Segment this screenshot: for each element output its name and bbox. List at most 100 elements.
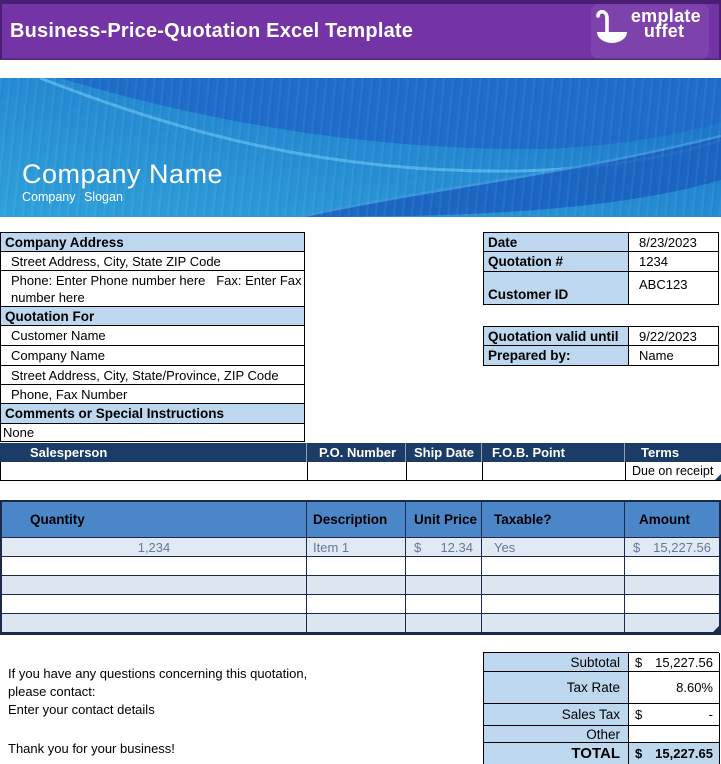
empty-cell[interactable]: [2, 595, 307, 613]
banner-texture: [0, 78, 721, 217]
salesperson-table: Salesperson P.O. Number Ship Date F.O.B.…: [0, 443, 721, 481]
other-cell[interactable]: [629, 726, 720, 743]
company-slogan: Company Slogan: [22, 190, 123, 204]
terms-value: Due on receipt: [632, 464, 714, 478]
empty-cell[interactable]: [307, 595, 406, 613]
customer-address-cell[interactable]: Street Address, City, State/Province, ZI…: [1, 366, 305, 385]
po-number-cell[interactable]: [308, 462, 407, 481]
item-quantity-cell[interactable]: 1,234: [2, 538, 307, 556]
company-info-table: Company Address Street Address, City, St…: [0, 232, 305, 442]
empty-cell[interactable]: [482, 576, 625, 594]
valid-until-cell[interactable]: 9/22/2023: [629, 327, 719, 346]
tax-rate-cell[interactable]: 8.60%: [629, 672, 720, 704]
salesperson-header: Salesperson: [0, 443, 307, 462]
sales-tax-label: Sales Tax: [484, 704, 629, 726]
total-label: TOTAL: [484, 743, 629, 764]
empty-cell[interactable]: [625, 576, 719, 594]
subtotal-cell: $ 15,227.56: [629, 653, 720, 672]
subtotal-label: Subtotal: [484, 653, 629, 672]
description-header: Description: [307, 502, 406, 537]
sales-tax-value: -: [708, 707, 713, 722]
empty-cell[interactable]: [307, 557, 406, 575]
footer-line-3: Enter your contact details: [8, 702, 155, 717]
line-items-table: Quantity Description Unit Price Taxable?…: [0, 500, 721, 635]
tax-rate-label: Tax Rate: [484, 672, 629, 704]
company-address-cell[interactable]: Street Address, City, State ZIP Code: [1, 252, 305, 271]
ship-date-header: Ship Date: [406, 443, 482, 462]
company-phone-fax-cell[interactable]: Phone: Enter Phone number here Fax: Ente…: [1, 271, 305, 307]
empty-cell[interactable]: [482, 557, 625, 575]
empty-cell[interactable]: [482, 595, 625, 613]
page-title: Business-Price-Quotation Excel Template: [10, 19, 414, 42]
date-value-cell[interactable]: 8/23/2023: [629, 233, 719, 252]
item-row-empty-3: [2, 595, 719, 614]
empty-cell[interactable]: [406, 576, 482, 594]
prepared-by-cell[interactable]: Name: [629, 346, 719, 366]
empty-cell[interactable]: [2, 557, 307, 575]
subtotal-value: 15,227.56: [655, 654, 713, 670]
quantity-header: Quantity: [2, 502, 307, 537]
footer-note: If you have any questions concerning thi…: [8, 665, 468, 758]
empty-cell[interactable]: [406, 557, 482, 575]
terms-cell[interactable]: Due on receipt: [626, 462, 721, 481]
currency-symbol: $: [635, 707, 643, 722]
total-value: 15,227.65: [655, 746, 713, 761]
cell-fill-handle[interactable]: [715, 474, 721, 480]
customer-phone-fax-cell[interactable]: Phone, Fax Number: [1, 385, 305, 404]
quotation-for-header: Quotation For: [1, 307, 305, 326]
quotation-number-cell[interactable]: 1234: [629, 252, 719, 272]
footer-thanks: Thank you for your business!: [8, 741, 175, 756]
fob-point-cell[interactable]: [483, 462, 626, 481]
currency-symbol: $: [414, 539, 422, 555]
unit-price-value: 12.34: [440, 539, 473, 555]
customer-company-cell[interactable]: Company Name: [1, 346, 305, 366]
ladle-icon: [595, 7, 629, 56]
item-row-empty-1: [2, 557, 719, 576]
footer-line-1: If you have any questions concerning thi…: [8, 666, 308, 681]
empty-cell[interactable]: [625, 557, 719, 575]
taxable-header: Taxable?: [482, 502, 625, 537]
terms-header: Terms: [641, 445, 680, 460]
currency-symbol: $: [635, 654, 643, 670]
company-address-header: Company Address: [1, 233, 305, 252]
logo-wordmark: emplate uffet: [630, 5, 701, 41]
empty-cell[interactable]: [406, 595, 482, 613]
table-fill-handle[interactable]: [712, 626, 719, 633]
empty-cell[interactable]: [2, 576, 307, 594]
company-banner: Company Name Company Slogan: [0, 78, 721, 217]
empty-cell[interactable]: [307, 576, 406, 594]
company-name: Company Name: [22, 159, 224, 189]
empty-cell[interactable]: [406, 614, 482, 632]
other-label: Other: [484, 726, 629, 743]
total-cell: $ 15,227.65: [629, 743, 720, 764]
logo-line-buffet: uffet: [643, 20, 685, 41]
date-label: Date: [484, 233, 629, 252]
empty-cell[interactable]: [625, 614, 719, 632]
fob-point-header: F.O.B. Point: [482, 443, 625, 462]
logo-line-template: emplate: [630, 5, 701, 26]
po-number-header: P.O. Number: [307, 443, 406, 462]
app-header: Business-Price-Quotation Excel Template …: [0, 0, 721, 60]
valid-until-label: Quotation valid until: [484, 327, 629, 346]
item-taxable-cell[interactable]: Yes: [482, 538, 625, 556]
empty-cell[interactable]: [307, 614, 406, 632]
empty-cell[interactable]: [625, 595, 719, 613]
ship-date-cell[interactable]: [407, 462, 483, 481]
item-row-empty-2: [2, 576, 719, 595]
customer-id-cell[interactable]: ABC123: [629, 272, 719, 305]
item-row-empty-4: [2, 614, 719, 633]
item-unit-price-cell[interactable]: $ 12.34: [406, 538, 482, 556]
currency-symbol: $: [635, 746, 643, 761]
wave-graphic: [0, 78, 721, 217]
salesperson-cell[interactable]: [1, 462, 308, 481]
item-description-cell[interactable]: Item 1: [307, 538, 406, 556]
unit-price-header: Unit Price: [406, 502, 482, 537]
salesperson-header-row: Salesperson P.O. Number Ship Date F.O.B.…: [0, 443, 721, 462]
comments-cell[interactable]: None: [1, 424, 305, 442]
empty-cell[interactable]: [2, 614, 307, 632]
empty-cell[interactable]: [482, 614, 625, 632]
item-amount-cell[interactable]: $ 15,227.56: [625, 538, 719, 556]
customer-name-cell[interactable]: Customer Name: [1, 326, 305, 346]
amount-header: Amount: [639, 511, 690, 527]
quote-validity-box: Quotation valid until 9/22/2023 Prepared…: [483, 326, 719, 366]
